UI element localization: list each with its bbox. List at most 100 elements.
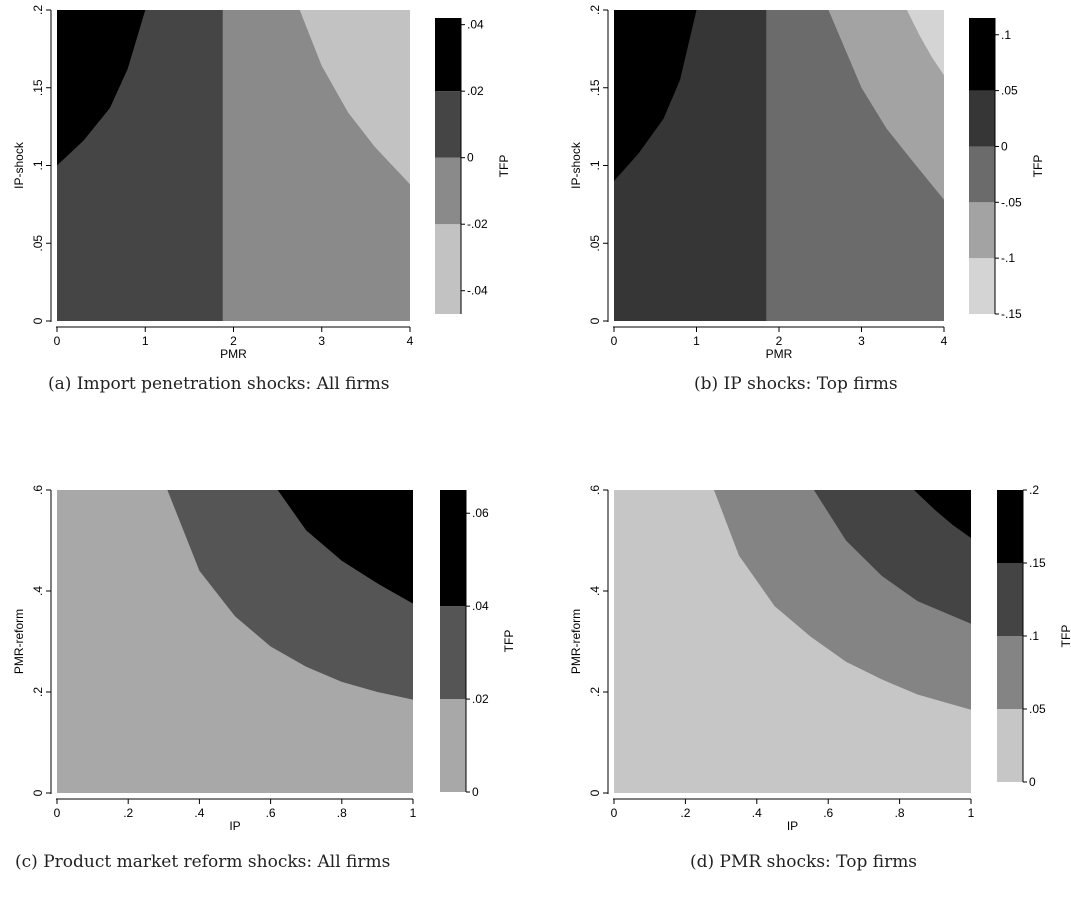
colorbar-band-2 (969, 146, 995, 203)
contour-band-3 (906, 10, 944, 76)
colorbar-tick-label-2: .1 (1029, 629, 1039, 643)
colorbar-tick-label-3: .05 (1029, 702, 1046, 716)
colorbar-title: TFP (1059, 625, 1071, 648)
x-tick-label-1: .2 (680, 806, 690, 820)
y-tick-label-0: 0 (588, 789, 602, 796)
x-tick-label-2: 2 (776, 334, 783, 348)
x-tick-label-4: .8 (337, 806, 347, 820)
y-tick-label-2: .1 (588, 160, 602, 170)
x-axis-title: PMR (220, 347, 247, 361)
x-tick-label-3: 3 (318, 334, 325, 348)
colorbar-band-0 (440, 699, 466, 792)
y-tick-label-0: 0 (588, 317, 602, 324)
colorbar-band-0 (969, 258, 995, 314)
x-tick-label-4: .8 (895, 806, 905, 820)
y-axis-title: PMR-reform (569, 609, 583, 674)
y-tick-label-3: .15 (31, 79, 45, 96)
x-tick-label-4: 4 (407, 334, 414, 348)
y-tick-label-1: .2 (31, 687, 45, 697)
caption-b: (b) IP shocks: Top firms (694, 374, 898, 394)
panel-a: 0 1 2 3 4 0 .05 .1 .15 .2 PMR IP-shock .04 .02 0 -.02 -.… (12, 5, 511, 361)
y-tick-label-0: 0 (31, 317, 45, 324)
x-tick-label-1: 1 (142, 334, 149, 348)
y-tick-label-2: .4 (31, 586, 45, 596)
y-axis-title: IP-shock (569, 141, 583, 189)
y-tick-label-1: .05 (588, 235, 602, 252)
x-axis-title: PMR (766, 347, 793, 361)
y-tick-label-2: .1 (31, 160, 45, 170)
x-tick-label-0: 0 (611, 806, 618, 820)
colorbar-band-0 (435, 224, 461, 314)
colorbar-tick-label-2: .02 (472, 692, 489, 706)
y-tick-label-4: .2 (588, 5, 602, 15)
colorbar-tick-label-2: 0 (467, 151, 474, 165)
colorbar-tick-label-1: .15 (1029, 556, 1046, 570)
y-tick-label-3: .15 (588, 79, 602, 96)
colorbar-tick-label-3: 0 (472, 785, 479, 799)
x-tick-label-2: .4 (194, 806, 204, 820)
x-tick-label-2: .4 (752, 806, 762, 820)
x-tick-label-5: 1 (410, 806, 417, 820)
x-tick-label-0: 0 (611, 334, 618, 348)
colorbar-band-3 (969, 90, 995, 147)
colorbar-tick-label-0: .06 (472, 506, 489, 520)
colorbar-tick-label-1: .05 (1001, 84, 1018, 98)
colorbar-title: TFP (497, 155, 511, 178)
y-tick-label-1: .2 (588, 687, 602, 697)
colorbar-tick-label-4: -.04 (467, 284, 488, 298)
contour-band-3 (57, 10, 146, 166)
x-tick-label-3: 3 (858, 334, 865, 348)
contour-band-4 (614, 10, 697, 182)
colorbar-title: TFP (1031, 155, 1045, 178)
y-tick-label-3: .6 (31, 485, 45, 495)
colorbar-tick-label-1: .04 (472, 599, 489, 613)
x-tick-label-0: 0 (54, 806, 61, 820)
contour-band-2 (277, 490, 413, 604)
y-tick-label-4: .2 (31, 5, 45, 15)
colorbar-tick-label-0: .04 (467, 18, 484, 32)
colorbar-band-1 (435, 157, 461, 225)
colorbar-tick-label-1: .02 (467, 84, 484, 98)
panel-d: 0 .2 .4 .6 .8 1 0 .2 .4 .6 IP PMR-reform .2 .15 .1 .05 0… (569, 483, 1071, 833)
contour-band-2 (299, 10, 410, 185)
y-tick-label-3: .6 (588, 485, 602, 495)
colorbar-tick-label-4: -.1 (1001, 251, 1015, 265)
panel-c: 0 .2 .4 .6 .8 1 0 .2 .4 .6 IP PMR-reform .06 .04 .02 0 T… (12, 485, 516, 833)
contour-band-2 (813, 490, 971, 624)
caption-d: (d) PMR shocks: Top firms (690, 852, 918, 872)
x-tick-label-2: 2 (230, 334, 237, 348)
colorbar-band-4 (969, 18, 995, 91)
colorbar-band-1 (969, 202, 995, 259)
y-tick-label-2: .4 (588, 586, 602, 596)
colorbar-tick-label-3: -.02 (467, 217, 488, 231)
x-tick-label-1: 1 (693, 334, 700, 348)
x-tick-label-4: 4 (941, 334, 948, 348)
colorbar-band-3 (997, 490, 1023, 563)
colorbar-tick-label-0: .2 (1029, 483, 1039, 497)
y-tick-label-0: 0 (31, 789, 45, 796)
y-tick-label-1: .05 (31, 235, 45, 252)
x-tick-label-5: 1 (968, 806, 975, 820)
x-axis-title: IP (229, 819, 240, 833)
colorbar-band-0 (997, 709, 1023, 782)
colorbar-tick-label-3: -.05 (1001, 195, 1022, 209)
colorbar-tick-label-2: 0 (1001, 139, 1008, 153)
caption-a: (a) Import penetration shocks: All firms (48, 374, 390, 394)
colorbar-band-1 (997, 636, 1023, 709)
colorbar-band-2 (435, 91, 461, 158)
colorbar-band-3 (435, 18, 461, 92)
colorbar-tick-label-4: 0 (1029, 775, 1036, 789)
colorbar-tick-label-5: -.15 (1001, 307, 1022, 321)
panel-b: 0 1 2 3 4 0 .05 .1 .15 .2 PMR IP-shock .1 .05 0 -.05 -.1… (569, 5, 1045, 361)
contour-band-2 (828, 10, 944, 200)
x-tick-label-1: .2 (123, 806, 133, 820)
colorbar-band-2 (997, 563, 1023, 636)
contour-band-3 (913, 490, 971, 538)
x-tick-label-3: .6 (823, 806, 833, 820)
caption-c: (c) Product market reform shocks: All fi… (15, 852, 391, 872)
x-tick-label-0: 0 (54, 334, 61, 348)
colorbar-band-1 (440, 606, 466, 700)
colorbar-band-2 (440, 490, 466, 607)
colorbar-title: TFP (502, 630, 516, 653)
